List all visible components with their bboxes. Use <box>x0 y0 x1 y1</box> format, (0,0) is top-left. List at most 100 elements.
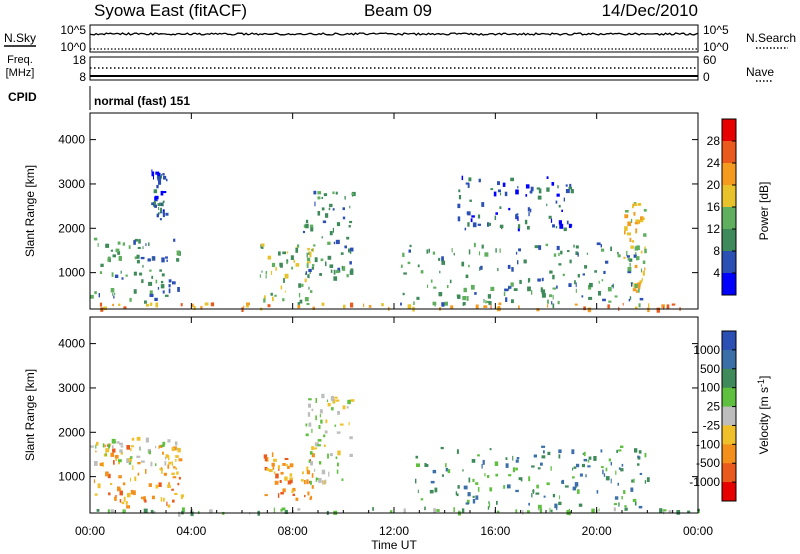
nave-tick-min: 0 <box>703 70 710 84</box>
power-cell <box>317 211 321 216</box>
power-cell <box>166 259 168 262</box>
power-cell <box>166 178 168 182</box>
power-colorbar-swatch <box>722 119 736 142</box>
power-cell <box>636 245 640 251</box>
nsky-tick-max: 10^5 <box>60 23 86 37</box>
power-cell <box>97 242 99 247</box>
power-cell <box>160 280 164 284</box>
velocity-cell <box>318 478 322 483</box>
velocity-cell <box>522 510 524 515</box>
power-cell <box>601 248 605 252</box>
velocity-cell <box>337 462 339 467</box>
power-cell <box>295 263 300 267</box>
velocity-cell <box>289 463 294 468</box>
power-cell <box>441 260 446 265</box>
power-cell <box>286 261 288 265</box>
power-cell <box>90 294 94 299</box>
power-cell <box>439 270 441 274</box>
velocity-cell <box>274 480 279 485</box>
velocity-cell <box>175 455 179 458</box>
power-cell <box>311 248 313 252</box>
velocity-cell <box>559 495 561 500</box>
velocity-cell <box>484 473 486 477</box>
power-cell <box>499 248 501 253</box>
velocity-cell <box>417 489 419 494</box>
velocity-cell <box>130 456 133 459</box>
power-cell <box>138 239 141 244</box>
power-cell <box>633 203 638 206</box>
velocity-cell <box>600 449 603 453</box>
velocity-cell <box>327 402 331 407</box>
power-cell <box>561 209 563 212</box>
velocity-colorbar-swatch <box>722 349 736 370</box>
velocity-cell <box>162 451 164 455</box>
power-cell <box>468 249 471 255</box>
power-cell <box>529 208 532 213</box>
power-cell <box>582 273 585 276</box>
velocity-cell <box>90 445 94 448</box>
velocity-cell <box>192 508 194 512</box>
power-cell <box>155 279 158 284</box>
velocity-cell <box>127 492 131 498</box>
power-cell <box>309 270 311 274</box>
velocity-cell <box>138 446 141 450</box>
power-cell <box>552 295 554 300</box>
velocity-cell <box>119 490 123 496</box>
power-cell <box>473 242 476 248</box>
velocity-cell <box>475 495 479 500</box>
power-cell <box>157 175 162 181</box>
velocity-cell <box>668 510 672 513</box>
y-tick-label: 3000 <box>58 177 85 191</box>
velocity-cell <box>162 441 166 446</box>
power-cell <box>168 279 172 283</box>
power-cell <box>129 297 132 302</box>
velocity-cell <box>550 466 552 471</box>
velocity-cell <box>453 507 455 512</box>
power-cell <box>583 306 586 311</box>
power-cell <box>297 302 300 305</box>
power-cell <box>438 257 441 261</box>
power-cell <box>588 282 593 288</box>
power-cell <box>534 245 539 249</box>
power-cell <box>600 244 602 248</box>
freq-tick-min: 8 <box>79 70 86 84</box>
power-cell <box>298 283 302 288</box>
power-cell <box>180 303 183 307</box>
power-cell <box>627 270 632 274</box>
velocity-cell <box>125 501 128 505</box>
power-cell <box>508 286 512 289</box>
power-cell <box>157 287 160 290</box>
power-cell <box>193 305 196 310</box>
velocity-cell <box>436 509 440 512</box>
power-cell <box>519 279 522 284</box>
velocity-cell <box>316 477 319 481</box>
power-cell <box>467 213 471 216</box>
power-cell <box>306 257 311 262</box>
velocity-cell <box>546 482 550 486</box>
power-cell <box>349 261 352 265</box>
power-cell <box>136 259 140 264</box>
velocity-cell <box>263 454 268 459</box>
velocity-cell <box>495 473 499 477</box>
power-cell <box>133 289 137 294</box>
power-cell <box>349 220 353 224</box>
power-cell <box>306 252 308 258</box>
power-cell <box>467 222 470 227</box>
velocity-cell <box>273 458 277 462</box>
power-cell <box>402 292 405 296</box>
power-cell <box>639 280 643 284</box>
power-cell <box>110 288 115 293</box>
power-cell <box>465 182 470 185</box>
velocity-cell <box>331 407 334 411</box>
power-cell <box>495 248 497 253</box>
velocity-cell <box>574 482 579 487</box>
power-cell <box>162 200 165 203</box>
power-cell <box>510 177 514 182</box>
power-cell <box>159 218 162 221</box>
velocity-cell <box>613 503 617 506</box>
velocity-cell <box>307 491 310 496</box>
velocity-colorbar-label-text: Velocity [m s <box>757 387 771 454</box>
velocity-cell <box>336 431 341 434</box>
power-cell <box>342 266 346 271</box>
velocity-cell <box>317 439 322 442</box>
